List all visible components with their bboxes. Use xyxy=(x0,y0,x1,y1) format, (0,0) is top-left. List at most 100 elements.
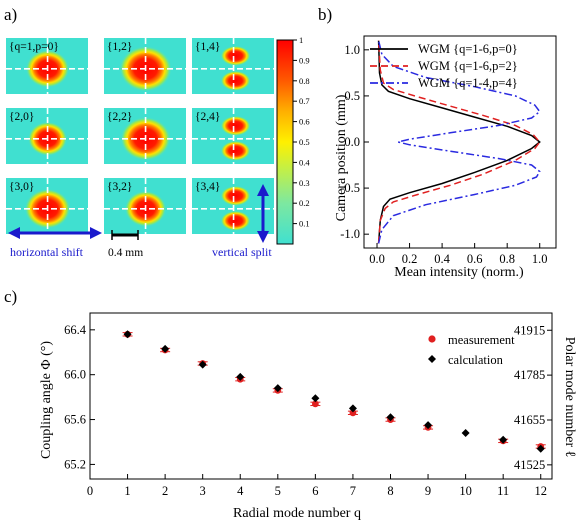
horizontal-shift-label: horizontal shift xyxy=(10,245,84,259)
mode-tile: {3,2} xyxy=(104,178,186,234)
tile-label: {2,4} xyxy=(195,111,220,123)
tile-label: {1,4} xyxy=(195,41,220,53)
colorbar-tick-label: 0.9 xyxy=(299,55,310,65)
tile-label: {q=1,p=0} xyxy=(9,41,59,53)
mode-image-grid: {q=1,p=0} {1,2} {1,4} {2,0} {2,2} {2,4} {3,0} {… xyxy=(6,38,274,234)
scale-bar: 0.4 mm xyxy=(108,230,143,259)
calculation-point xyxy=(273,384,282,393)
intensity-lobe xyxy=(220,70,251,91)
calculation-point xyxy=(386,413,395,422)
colorbar-tick-label: 0.7 xyxy=(299,96,310,106)
colorbar-tick-label: 0.5 xyxy=(299,137,310,147)
legend-label: WGM {q=1-4,p=4} xyxy=(418,76,518,90)
x-tick-label: 5 xyxy=(275,484,281,498)
tile-label: {3,2} xyxy=(107,181,132,193)
x-tick-label: 8 xyxy=(387,484,393,498)
tile-label: {2,2} xyxy=(107,111,132,123)
measurement-point xyxy=(349,409,357,417)
colorbar-tick-label: 0.2 xyxy=(299,198,310,208)
y-tick-label: 65.2 xyxy=(64,457,86,471)
y-axis-title-left: Coupling angle Φ (°) xyxy=(39,341,54,459)
x-tick-label: 1 xyxy=(124,484,130,498)
y2-tick-label: 41785 xyxy=(514,368,545,382)
calculation-point xyxy=(424,421,433,430)
x-tick-label: 0.4 xyxy=(434,252,450,266)
y-tick-label: 66.4 xyxy=(64,323,87,337)
y2-tick-label: 41525 xyxy=(514,458,545,472)
mode-tile: {2,4} xyxy=(192,108,274,164)
colorbar-tick-label: 0.4 xyxy=(299,157,310,167)
y-tick-label: 66.0 xyxy=(64,368,86,382)
intensity-lobe xyxy=(220,140,251,161)
x-tick-label: 0.0 xyxy=(369,252,385,266)
intensity-lobe xyxy=(220,185,251,206)
y-axis-title: Camera position (mm) xyxy=(334,94,349,221)
mode-tile: {q=1,p=0} xyxy=(6,38,88,94)
x-tick-label: 0.2 xyxy=(402,252,418,266)
legend-label: calculation xyxy=(448,353,504,367)
intensity-lobe xyxy=(220,115,251,136)
y-tick-label: 0.5 xyxy=(344,89,360,103)
x-axis-title: Mean intensity (norm.) xyxy=(394,265,524,280)
tile-label: {3,4} xyxy=(195,181,220,193)
x-tick-label: 9 xyxy=(425,484,431,498)
tile-label: {3,0} xyxy=(9,181,34,193)
calculation-point xyxy=(461,429,470,438)
x-tick-label: 7 xyxy=(350,484,356,498)
legend: measurement calculation xyxy=(428,333,515,367)
calculation-point xyxy=(161,344,170,353)
mode-tile: {1,4} xyxy=(192,38,274,94)
calculation-point xyxy=(198,360,207,369)
x-axis-title: Radial mode number q xyxy=(233,506,361,521)
mode-tile: {3,0} xyxy=(6,178,88,234)
x-tick-label: 4 xyxy=(237,484,244,498)
x-tick-label: 0.8 xyxy=(499,252,515,266)
series-line xyxy=(377,40,541,244)
series-line xyxy=(377,40,541,244)
calculation-point xyxy=(236,372,245,381)
legend: WGM {q=1-6,p=0} WGM {q=1-6,p=2} WGM {q=1-4… xyxy=(370,42,518,90)
y-tick-label: -1.0 xyxy=(340,227,360,241)
plot-frame xyxy=(89,312,553,480)
tile-label: {2,0} xyxy=(9,111,34,123)
tile-label: {1,2} xyxy=(107,41,132,53)
panel-label-c: c) xyxy=(4,287,17,306)
legend-label: WGM {q=1-6,p=0} xyxy=(418,42,518,56)
x-tick-label: 3 xyxy=(200,484,206,498)
scale-bar-label: 0.4 mm xyxy=(108,247,143,259)
y-tick-label: 65.6 xyxy=(64,413,86,427)
coupling-angle-chart: 0 1 2 3 4 5 6 7 8 9 10 11 1265.265.666.066.441525416… xyxy=(39,312,577,521)
y-axis-title-right: Polar mode number ℓ xyxy=(562,337,577,458)
mode-tile: {1,2} xyxy=(104,38,186,94)
x-tick-label: 0 xyxy=(87,484,93,498)
panel-label-b: b) xyxy=(318,5,332,24)
x-tick-label: 11 xyxy=(497,484,509,498)
colorbar-gradient xyxy=(276,39,294,245)
panel-label-a: a) xyxy=(4,5,17,24)
series-line xyxy=(377,40,541,244)
y-tick-label: -0.5 xyxy=(340,181,360,195)
mode-tile: {2,2} xyxy=(104,108,186,164)
colorbar-tick-label: 0.3 xyxy=(299,178,310,188)
x-tick-label: 12 xyxy=(534,484,547,498)
colorbar-tick-label: 0.1 xyxy=(299,219,310,229)
intensity-lobe xyxy=(220,210,251,231)
colorbar-tick-label: 1 xyxy=(299,35,303,45)
mode-tile: {2,0} xyxy=(6,108,88,164)
x-tick-label: 6 xyxy=(312,484,318,498)
calculation-point xyxy=(536,444,545,453)
x-tick-label: 10 xyxy=(459,484,472,498)
calculation-point xyxy=(499,435,508,444)
y2-tick-label: 41655 xyxy=(514,413,545,427)
x-tick-label: 1.0 xyxy=(532,252,548,266)
y2-tick-label: 41915 xyxy=(514,323,545,337)
x-tick-label: 2 xyxy=(162,484,168,498)
legend-swatch xyxy=(428,355,436,363)
legend-swatch xyxy=(428,335,436,343)
measurement-point xyxy=(311,400,319,408)
legend-label: WGM {q=1-6,p=2} xyxy=(418,59,518,73)
calculation-point xyxy=(311,394,320,403)
y-tick-label: 0.0 xyxy=(344,135,360,149)
vertical-split-label: vertical split xyxy=(212,245,272,259)
